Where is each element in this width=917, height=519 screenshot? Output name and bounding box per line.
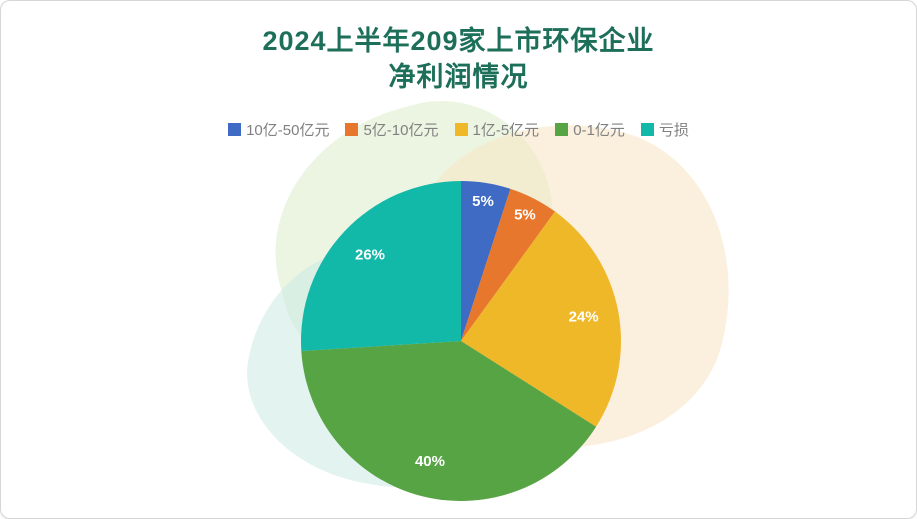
pie-slice-4 bbox=[301, 181, 461, 352]
legend-label: 1亿-5亿元 bbox=[472, 122, 540, 139]
pie-slice-label: 5% bbox=[472, 193, 494, 210]
pie-slice-label: 26% bbox=[355, 247, 385, 264]
legend-swatch bbox=[454, 123, 468, 136]
legend-swatch bbox=[228, 123, 242, 136]
legend-label: 10亿-50亿元 bbox=[246, 122, 330, 139]
legend-label: 亏损 bbox=[658, 122, 689, 139]
pie-slice-1 bbox=[461, 188, 556, 341]
legend-label: 0-1亿元 bbox=[573, 122, 625, 139]
legend-item: 0-1亿元 bbox=[555, 119, 625, 140]
legend-item: 10亿-50亿元 bbox=[228, 119, 329, 140]
chart-title: 2024上半年209家上市环保企业 净利润情况 bbox=[262, 26, 655, 93]
chart-legend: 10亿-50亿元 5亿-10亿元 1亿-5亿元 0-1亿元 亏损 bbox=[1, 119, 916, 140]
pie-slice-label: 5% bbox=[514, 207, 536, 224]
pie-slice-0 bbox=[461, 181, 511, 341]
pie-slice-3 bbox=[301, 341, 597, 501]
legend-item: 5亿-10亿元 bbox=[345, 119, 439, 140]
pie-slice-2 bbox=[461, 211, 621, 427]
pie-slice-label: 24% bbox=[569, 309, 599, 326]
legend-swatch bbox=[345, 123, 359, 136]
legend-item: 1亿-5亿元 bbox=[454, 119, 540, 140]
legend-swatch bbox=[640, 123, 654, 136]
legend-swatch bbox=[555, 123, 569, 136]
pie-slice-label: 40% bbox=[415, 453, 445, 470]
legend-item: 亏损 bbox=[640, 119, 689, 140]
legend-label: 5亿-10亿元 bbox=[363, 122, 439, 139]
